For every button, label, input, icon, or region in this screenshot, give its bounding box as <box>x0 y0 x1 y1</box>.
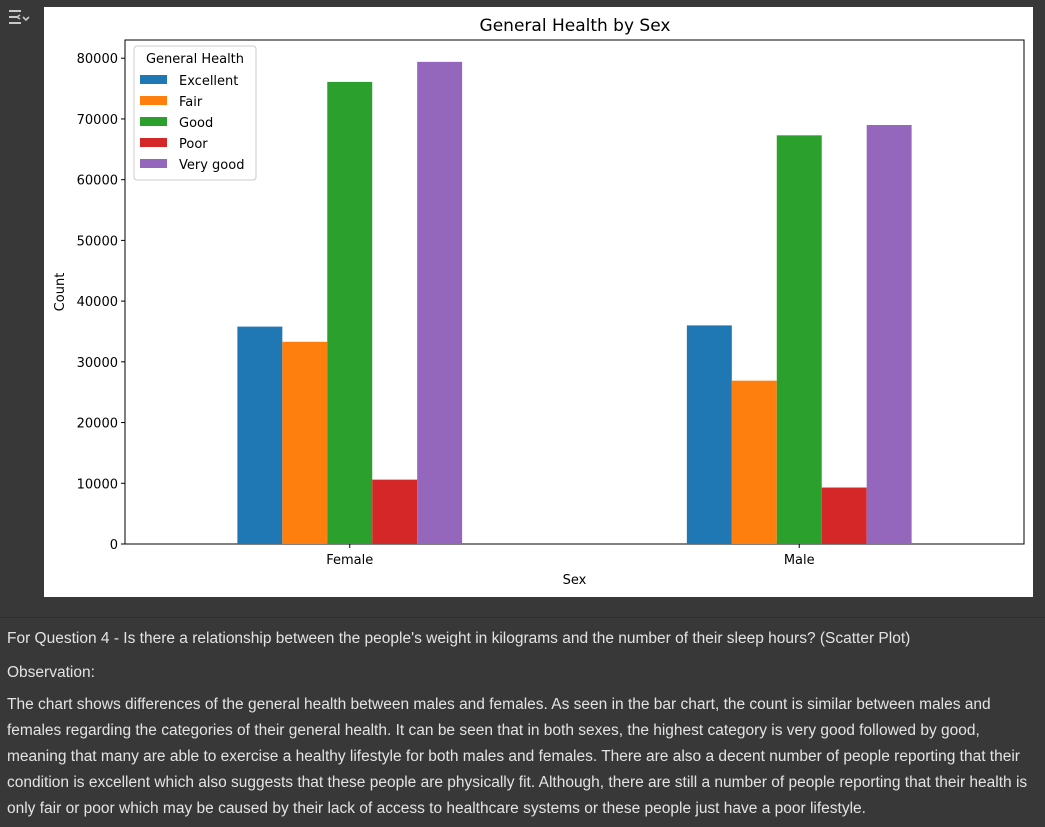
chart-output: General Health by Sex 0 10000 20000 30000 40… <box>44 7 1033 597</box>
bar-poor-female <box>372 479 418 544</box>
y-tick-label: 60000 <box>77 174 118 189</box>
bar-fair-female <box>282 341 328 544</box>
legend-swatch <box>140 159 167 168</box>
x-tick-label: Male <box>784 553 815 568</box>
bar-poor-male <box>821 487 867 544</box>
bar-fair-male <box>731 380 777 544</box>
legend-label: Excellent <box>179 74 238 89</box>
markdown-cell: For Question 4 - Is there a relationship… <box>7 626 1037 827</box>
cell-divider <box>0 617 1045 618</box>
y-tick-label: 50000 <box>77 234 118 249</box>
y-tick-label: 40000 <box>77 295 118 310</box>
legend-label: Very good <box>179 158 244 173</box>
question-text: For Question 4 - Is there a relationship… <box>7 630 911 647</box>
legend-title: General Health <box>146 52 244 67</box>
x-axis-label: Sex <box>563 573 587 588</box>
bar-excellent-male <box>686 325 732 544</box>
legend-swatch <box>140 138 167 147</box>
observation-text: The chart shows differences of the gener… <box>7 696 1028 817</box>
output-settings-icon[interactable] <box>6 6 30 30</box>
y-tick-label: 10000 <box>77 477 118 492</box>
legend-label: Fair <box>179 95 203 110</box>
chart-title: General Health by Sex <box>480 16 671 36</box>
x-tick-label: Female <box>326 553 373 568</box>
y-tick-label: 0 <box>110 538 118 553</box>
plot-area <box>124 39 1025 545</box>
bar-very-good-female <box>417 61 463 545</box>
legend-label: Good <box>179 116 213 131</box>
bar-excellent-female <box>237 326 283 544</box>
y-axis-label: Count <box>53 273 68 312</box>
y-tick-label: 30000 <box>77 356 118 371</box>
observation-label: Observation: <box>7 664 95 681</box>
bar-very-good-male <box>866 125 912 544</box>
bar-chart: General Health by Sex 0 10000 20000 30000 40… <box>53 16 1025 588</box>
legend-swatch <box>140 96 167 105</box>
bar-good-male <box>776 135 822 544</box>
y-tick-label: 70000 <box>77 113 118 128</box>
legend-label: Poor <box>179 137 208 152</box>
legend-swatch <box>140 75 167 84</box>
y-tick-label: 20000 <box>77 417 118 432</box>
bar-good-female <box>327 81 373 544</box>
legend-swatch <box>140 117 167 126</box>
y-tick-label: 80000 <box>77 52 118 67</box>
